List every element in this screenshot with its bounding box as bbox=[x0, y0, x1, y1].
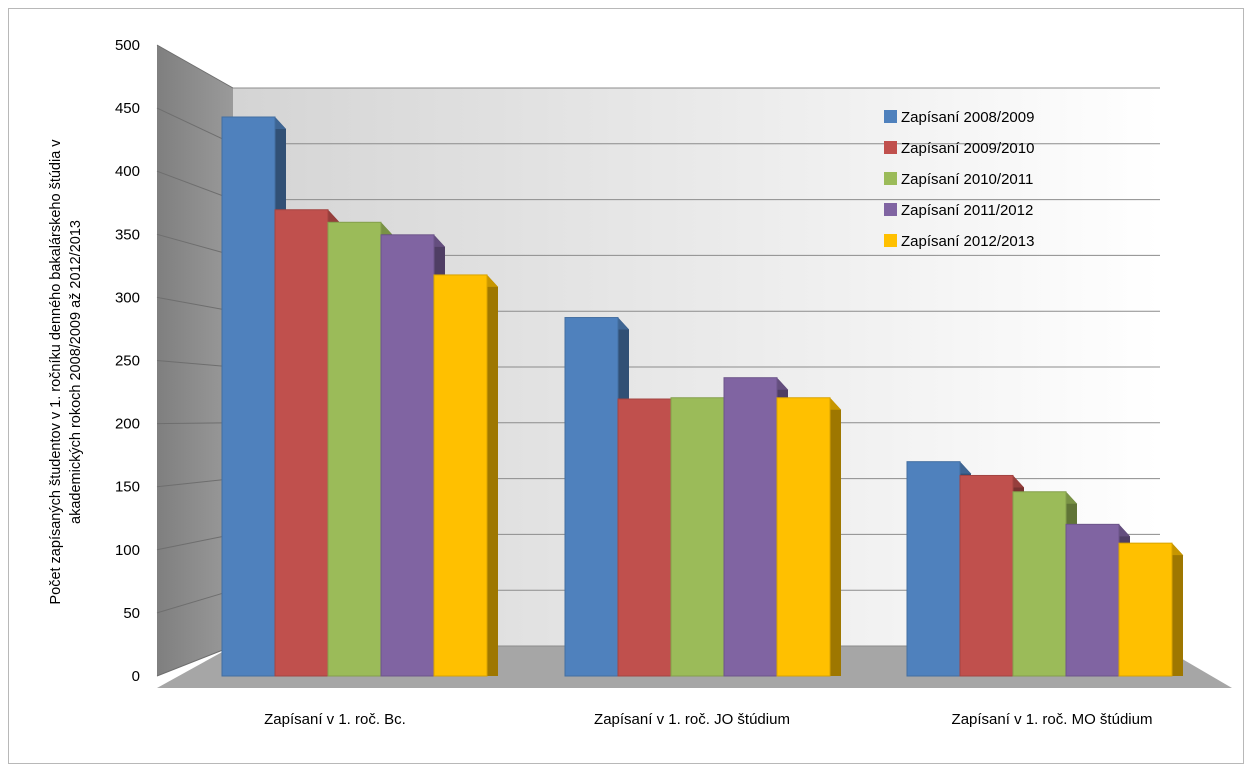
gridline-side bbox=[156, 422, 234, 425]
gridline-side bbox=[156, 478, 234, 488]
legend-label: Zapísaní 2011/2012 bbox=[901, 202, 1033, 219]
legend: Zapísaní 2008/2009 Zapísaní 2009/2010 Zapí… bbox=[884, 109, 1034, 250]
bar-front bbox=[1065, 523, 1120, 677]
gridline-side bbox=[156, 44, 234, 89]
y-tick-label: 100 bbox=[115, 542, 140, 559]
bar-front bbox=[1118, 542, 1173, 677]
y-tick-label: 200 bbox=[115, 416, 140, 433]
bar-front bbox=[221, 116, 276, 677]
bar-front bbox=[327, 221, 382, 677]
legend-swatch bbox=[884, 234, 897, 247]
bar bbox=[776, 397, 841, 677]
y-tick-label: 0 bbox=[132, 668, 140, 685]
bar-front bbox=[906, 461, 961, 677]
y-tick-label: 500 bbox=[115, 37, 140, 54]
bar-side bbox=[487, 274, 498, 676]
bar-front bbox=[564, 317, 619, 677]
bar-front bbox=[380, 234, 435, 677]
bar-front bbox=[723, 377, 778, 677]
gridline-side bbox=[156, 589, 234, 614]
y-tick-label: 250 bbox=[115, 353, 140, 370]
y-tick-label: 450 bbox=[115, 100, 140, 117]
bar-front bbox=[617, 398, 672, 677]
bar bbox=[433, 274, 498, 677]
bar-front bbox=[1012, 491, 1067, 677]
bar-front bbox=[433, 274, 488, 677]
gridline-side bbox=[156, 645, 234, 677]
y-tick-label: 350 bbox=[115, 226, 140, 243]
bar bbox=[1118, 542, 1183, 677]
side-wall bbox=[157, 45, 233, 676]
y-axis-ticks: 0 50 100 150 200 250 300 350 400 450 500 bbox=[115, 37, 140, 685]
x-tick-label: Zapísaní v 1. roč. Bc. bbox=[264, 711, 406, 728]
bar-side bbox=[830, 397, 841, 676]
gridline-side bbox=[156, 360, 234, 368]
x-axis-categories: Zapísaní v 1. roč. Bc. Zapísaní v 1. roč.… bbox=[264, 711, 1152, 728]
gridline-side bbox=[156, 533, 234, 551]
bar-front bbox=[670, 397, 725, 677]
y-tick-label: 300 bbox=[115, 289, 140, 306]
bar-front bbox=[776, 397, 831, 677]
bar-front bbox=[274, 209, 329, 677]
y-tick-label: 50 bbox=[123, 605, 140, 622]
legend-swatch bbox=[884, 203, 897, 216]
legend-swatch bbox=[884, 110, 897, 123]
legend-label: Zapísaní 2012/2013 bbox=[901, 233, 1034, 250]
y-tick-label: 150 bbox=[115, 479, 140, 496]
y-tick-label: 400 bbox=[115, 163, 140, 180]
x-tick-label: Zapísaní v 1. roč. JO štúdium bbox=[594, 711, 790, 728]
y-axis-title-line: akademických rokoch 2008/2009 až 2012/20… bbox=[68, 220, 84, 524]
legend-label: Zapísaní 2010/2011 bbox=[901, 171, 1033, 188]
gridline-side bbox=[156, 296, 234, 312]
gridline-side bbox=[156, 107, 234, 145]
gridline-side bbox=[156, 233, 234, 256]
bar-front bbox=[959, 474, 1014, 677]
x-tick-label: Zapísaní v 1. roč. MO štúdium bbox=[952, 711, 1153, 728]
y-axis-title: Počet zapísaných študentov v 1. ročníku … bbox=[48, 139, 84, 605]
legend-swatch bbox=[884, 172, 897, 185]
bars bbox=[221, 116, 1183, 677]
gridline-side bbox=[156, 170, 234, 201]
legend-label: Zapísaní 2009/2010 bbox=[901, 140, 1034, 157]
legend-swatch bbox=[884, 141, 897, 154]
legend-label: Zapísaní 2008/2009 bbox=[901, 109, 1034, 126]
y-axis-title-line: Počet zapísaných študentov v 1. ročníku … bbox=[48, 139, 64, 605]
bar-side bbox=[1172, 543, 1183, 676]
